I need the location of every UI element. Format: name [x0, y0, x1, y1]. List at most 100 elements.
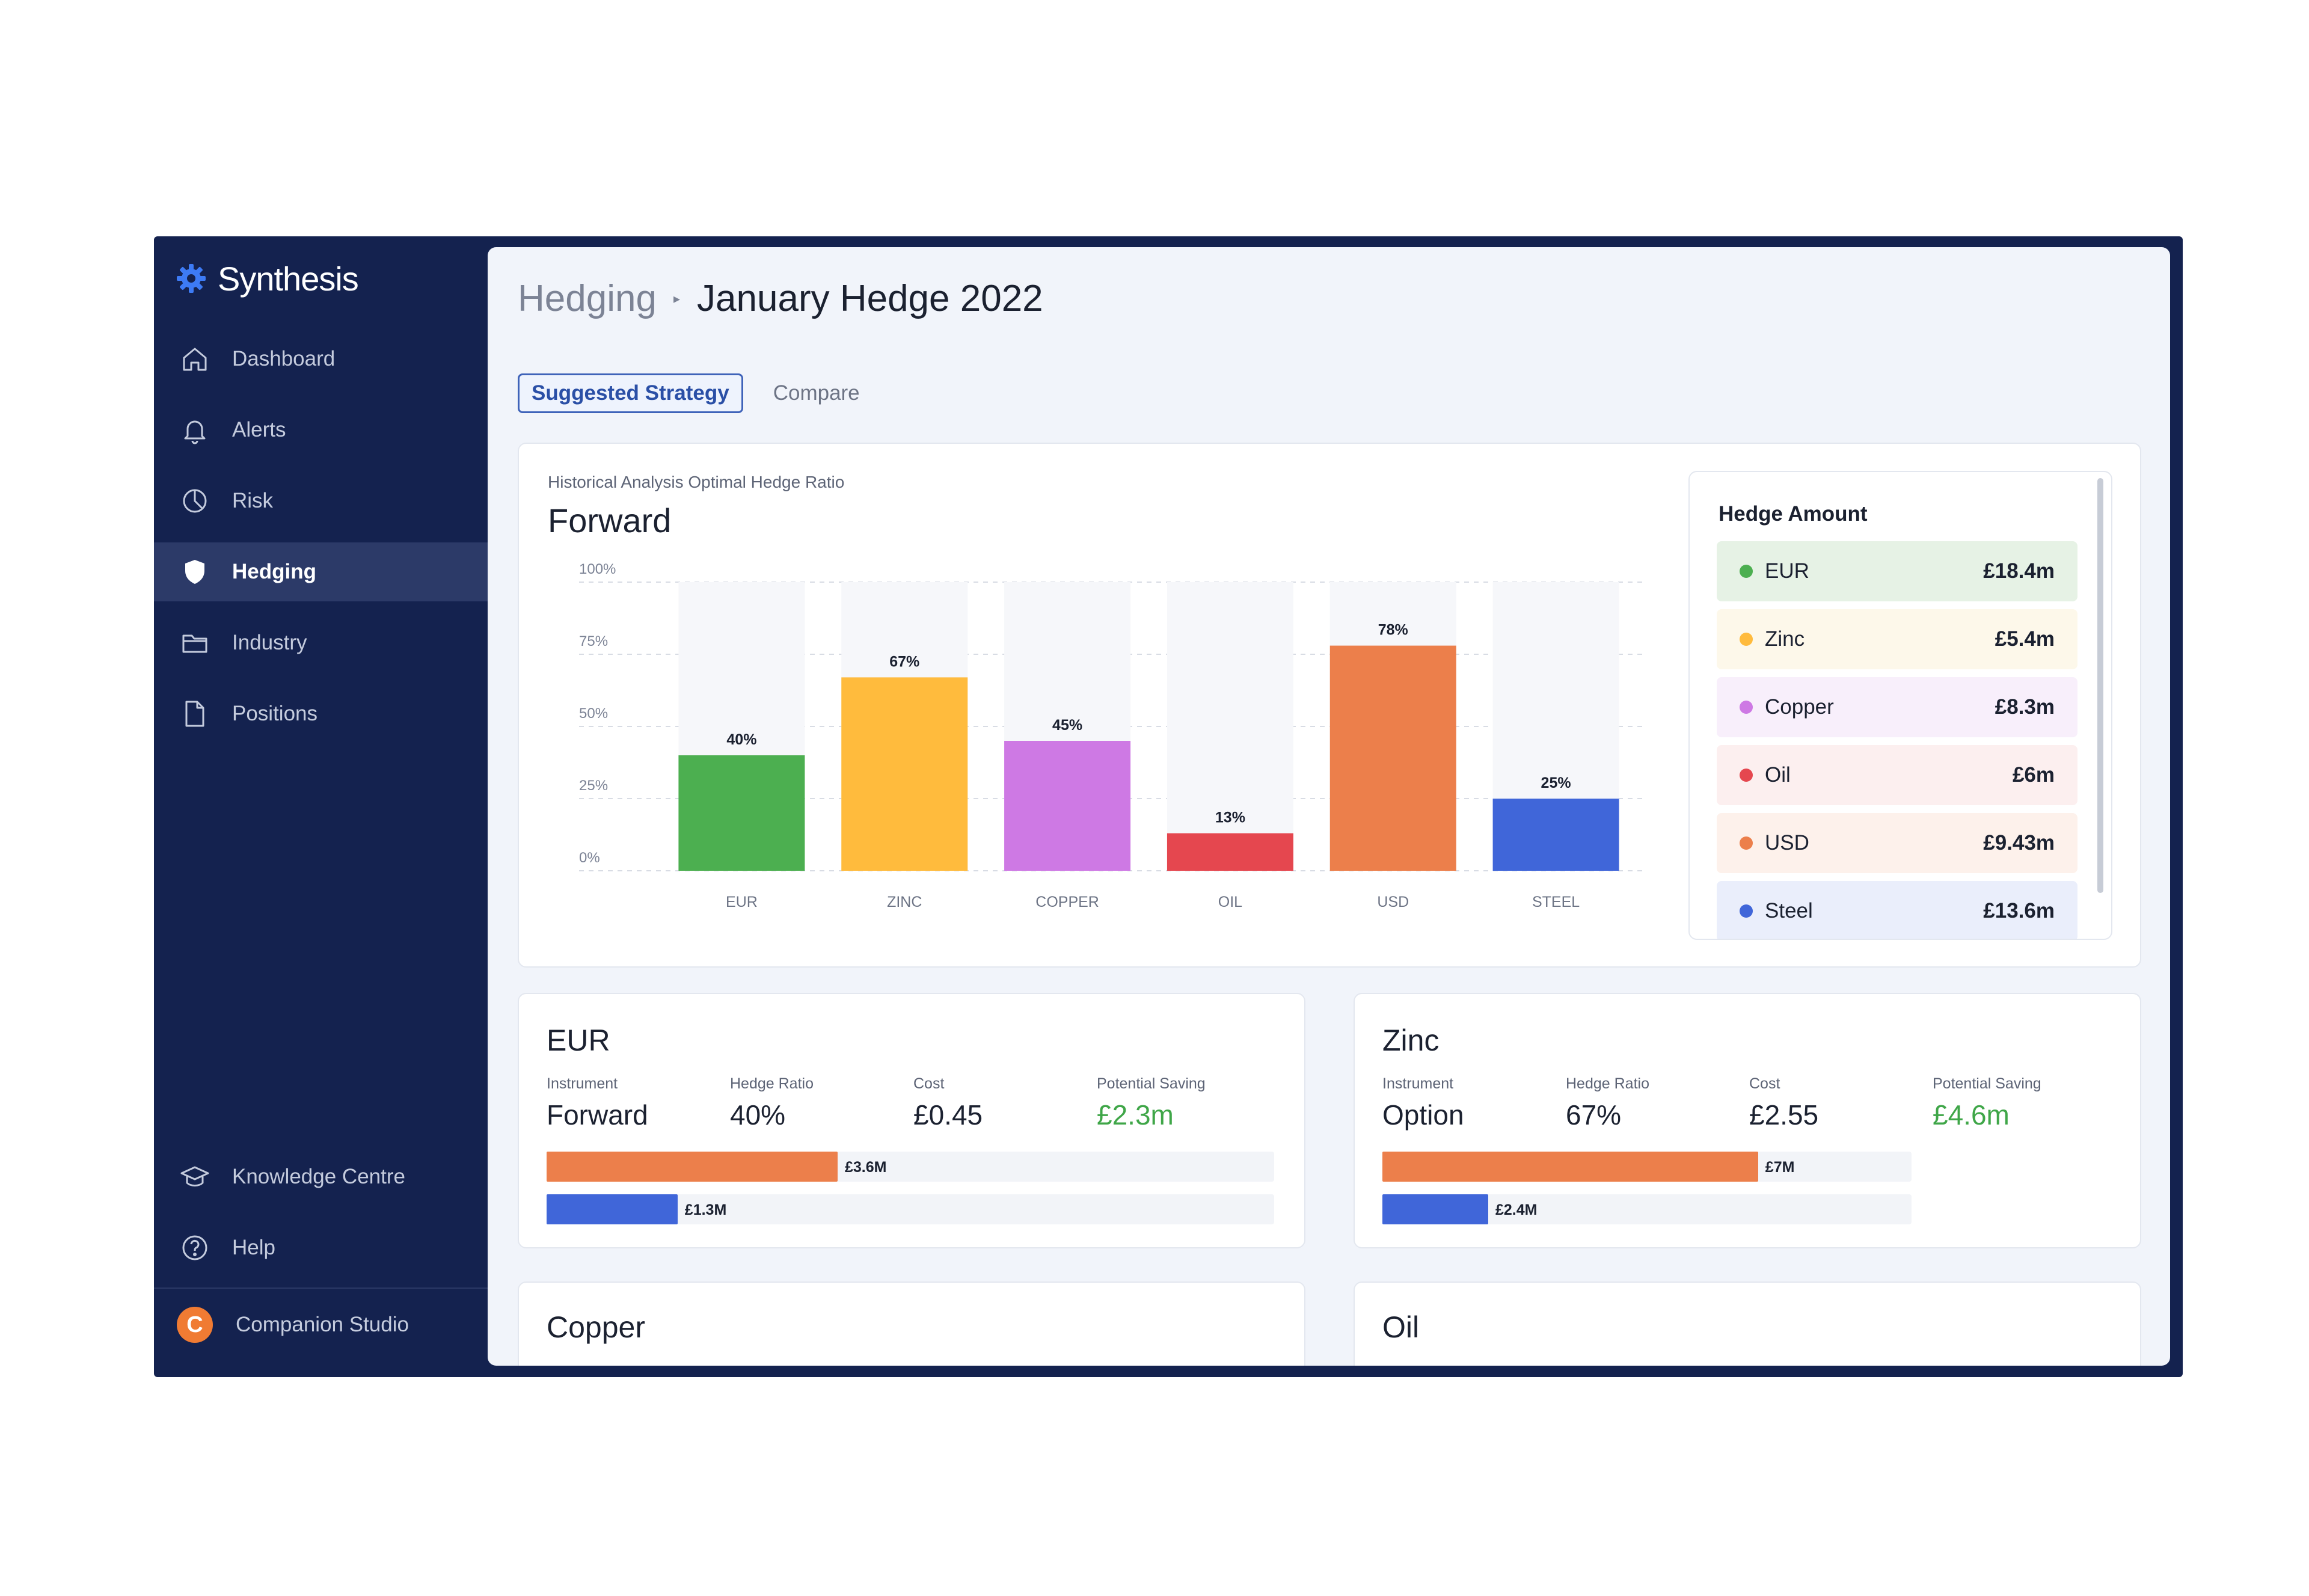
bar-zinc — [841, 677, 968, 871]
metric-cost: Cost £0.45 — [913, 1075, 1097, 1131]
metric-label: Hedge Ratio — [730, 1075, 814, 1092]
sidebar-item-industry[interactable]: Industry — [154, 613, 488, 672]
metric-value: Forward — [547, 1099, 648, 1131]
bar-background — [1167, 582, 1293, 871]
sidebar-item-label: Positions — [232, 702, 318, 725]
sidebar-item-label: Help — [232, 1236, 275, 1259]
metric-label: Cost — [913, 1075, 945, 1092]
hedge-amount-value: £9.43m — [1983, 831, 2055, 855]
metric-value: £4.6m — [1933, 1099, 2010, 1131]
hedge-amount-name: EUR — [1765, 559, 1809, 583]
sidebar-item-risk[interactable]: Risk — [154, 471, 488, 530]
bar-eur — [678, 755, 805, 871]
x-tick-label: USD — [1377, 894, 1409, 910]
metric-label: Instrument — [547, 1075, 618, 1092]
bar-value-label: 25% — [1541, 775, 1571, 791]
hedge-amount-scrollbar[interactable] — [2097, 478, 2103, 893]
bar-value-label: 78% — [1378, 622, 1408, 639]
metric-hedge-ratio: Hedge Ratio 67% — [1566, 1075, 1749, 1131]
detail-card-title: Zinc — [1382, 1024, 1440, 1057]
sidebar-item-label: Risk — [232, 489, 274, 512]
sidebar-item-help[interactable]: Help — [154, 1218, 488, 1277]
sidebar-item-label: Knowledge Centre — [232, 1165, 405, 1188]
brand-name: Synthesis — [218, 259, 359, 298]
brand[interactable]: Synthesis — [176, 254, 359, 302]
breadcrumb-hedging-link[interactable]: Hedging — [518, 278, 657, 319]
hedge-amount-name: Zinc — [1765, 627, 1805, 651]
metric-label: Potential Saving — [1933, 1075, 2041, 1092]
hedge-amount-value: £13.6m — [1983, 899, 2055, 922]
hedge-bar — [1382, 1194, 1488, 1224]
exposure-bar-track: £7M — [1382, 1152, 1912, 1182]
bell-icon — [184, 420, 206, 444]
metric-label: Cost — [1749, 1075, 1780, 1092]
metric-instrument: Instrument Forward — [547, 1075, 730, 1131]
hedge-amount-row-eur[interactable]: EUR £18.4m — [1717, 541, 2077, 601]
hedge-amount-row-copper[interactable]: Copper £8.3m — [1717, 677, 2077, 737]
x-tick-label: STEEL — [1532, 894, 1580, 910]
hedge-amount-row-oil[interactable]: Oil £6m — [1717, 745, 2077, 805]
chart-subtitle: Historical Analysis Optimal Hedge Ratio — [548, 473, 845, 491]
hedge-bar-label: £1.3M — [684, 1202, 727, 1218]
sidebar: Synthesis Dashboard Alerts Risk Hedging … — [154, 236, 488, 1377]
sidebar-item-label: Dashboard — [232, 347, 336, 370]
hedge-bar — [547, 1194, 678, 1224]
detail-card-title: EUR — [547, 1024, 610, 1057]
metric-value: £2.55 — [1749, 1099, 1819, 1131]
hedge-amount-name: Oil — [1765, 763, 1791, 787]
hedge-amount-name: USD — [1765, 831, 1809, 855]
document-icon — [185, 701, 204, 727]
metric-label: Hedge Ratio — [1566, 1075, 1649, 1092]
legend-dot-icon — [1740, 565, 1753, 578]
synthesis-logo-icon — [177, 264, 206, 293]
hedge-amount-row-zinc[interactable]: Zinc £5.4m — [1717, 609, 2077, 669]
tab-suggested-strategy[interactable]: Suggested Strategy — [518, 373, 743, 413]
app-window: Synthesis Dashboard Alerts Risk Hedging … — [154, 236, 2183, 1377]
bar-copper — [1004, 741, 1131, 871]
workspace-name: Companion Studio — [236, 1313, 409, 1336]
workspace-switcher[interactable]: C Companion Studio — [154, 1295, 488, 1355]
hedge-amount-row-steel[interactable]: Steel £13.6m — [1717, 881, 2077, 939]
sidebar-item-positions[interactable]: Positions — [154, 684, 488, 743]
y-tick-label: 0% — [579, 850, 600, 866]
bar-value-label: 67% — [889, 653, 919, 670]
hedge-amount-value: £5.4m — [1995, 627, 2055, 651]
metric-cost: Cost £2.55 — [1749, 1075, 1933, 1131]
bar-value-label: 40% — [726, 731, 756, 748]
metric-label: Instrument — [1382, 1075, 1454, 1092]
hedge-amount-panel: Hedge Amount EUR £18.4m Zinc £5.4m Copper £8.… — [1688, 471, 2112, 940]
legend-dot-icon — [1740, 769, 1753, 782]
hedge-amount-row-usd[interactable]: USD £9.43m — [1717, 813, 2077, 873]
sidebar-divider — [154, 1288, 488, 1289]
sidebar-item-knowledge-centre[interactable]: Knowledge Centre — [154, 1147, 488, 1206]
sidebar-nav: Dashboard Alerts Risk Hedging Industry P… — [154, 330, 488, 755]
x-tick-label: COPPER — [1035, 894, 1099, 910]
exposure-bar — [1382, 1152, 1758, 1182]
hedge-ratio-bar-chart: 0% 25% 50% 75% 100% 40% EUR 67% ZINC 45% COPPER 13%… — [579, 561, 1646, 910]
bar-usd — [1329, 645, 1456, 871]
hedge-amount-name: Steel — [1765, 899, 1813, 922]
detail-card-copper[interactable]: Copper — [518, 1281, 1305, 1366]
x-tick-label: ZINC — [887, 894, 922, 910]
hedge-amount-value: £6m — [2012, 763, 2055, 787]
page-title: January Hedge 2022 — [697, 278, 1043, 319]
help-icon — [182, 1235, 207, 1260]
metric-instrument: Instrument Option — [1382, 1075, 1566, 1131]
legend-dot-icon — [1740, 904, 1753, 918]
metric-hedge-ratio: Hedge Ratio 40% — [730, 1075, 913, 1131]
detail-card-zinc[interactable]: Zinc Instrument Option Hedge Ratio 67% C… — [1354, 993, 2141, 1248]
y-tick-label: 25% — [579, 778, 608, 794]
sidebar-item-dashboard[interactable]: Dashboard — [154, 330, 488, 388]
sidebar-item-alerts[interactable]: Alerts — [154, 401, 488, 459]
graduation-cap-icon — [180, 1166, 209, 1186]
bar-steel — [1492, 799, 1619, 871]
detail-card-oil[interactable]: Oil — [1354, 1281, 2141, 1366]
hedge-ratio-chart-card: Historical Analysis Optimal Hedge Ratio … — [518, 443, 2141, 968]
detail-card-eur[interactable]: EUR Instrument Forward Hedge Ratio 40% C… — [518, 993, 1305, 1248]
exposure-bar-label: £7M — [1765, 1159, 1795, 1176]
y-tick-label: 50% — [579, 705, 608, 722]
shield-icon — [185, 560, 204, 584]
home-icon — [183, 348, 207, 371]
tab-compare[interactable]: Compare — [773, 381, 860, 405]
sidebar-item-hedging[interactable]: Hedging — [154, 542, 488, 601]
